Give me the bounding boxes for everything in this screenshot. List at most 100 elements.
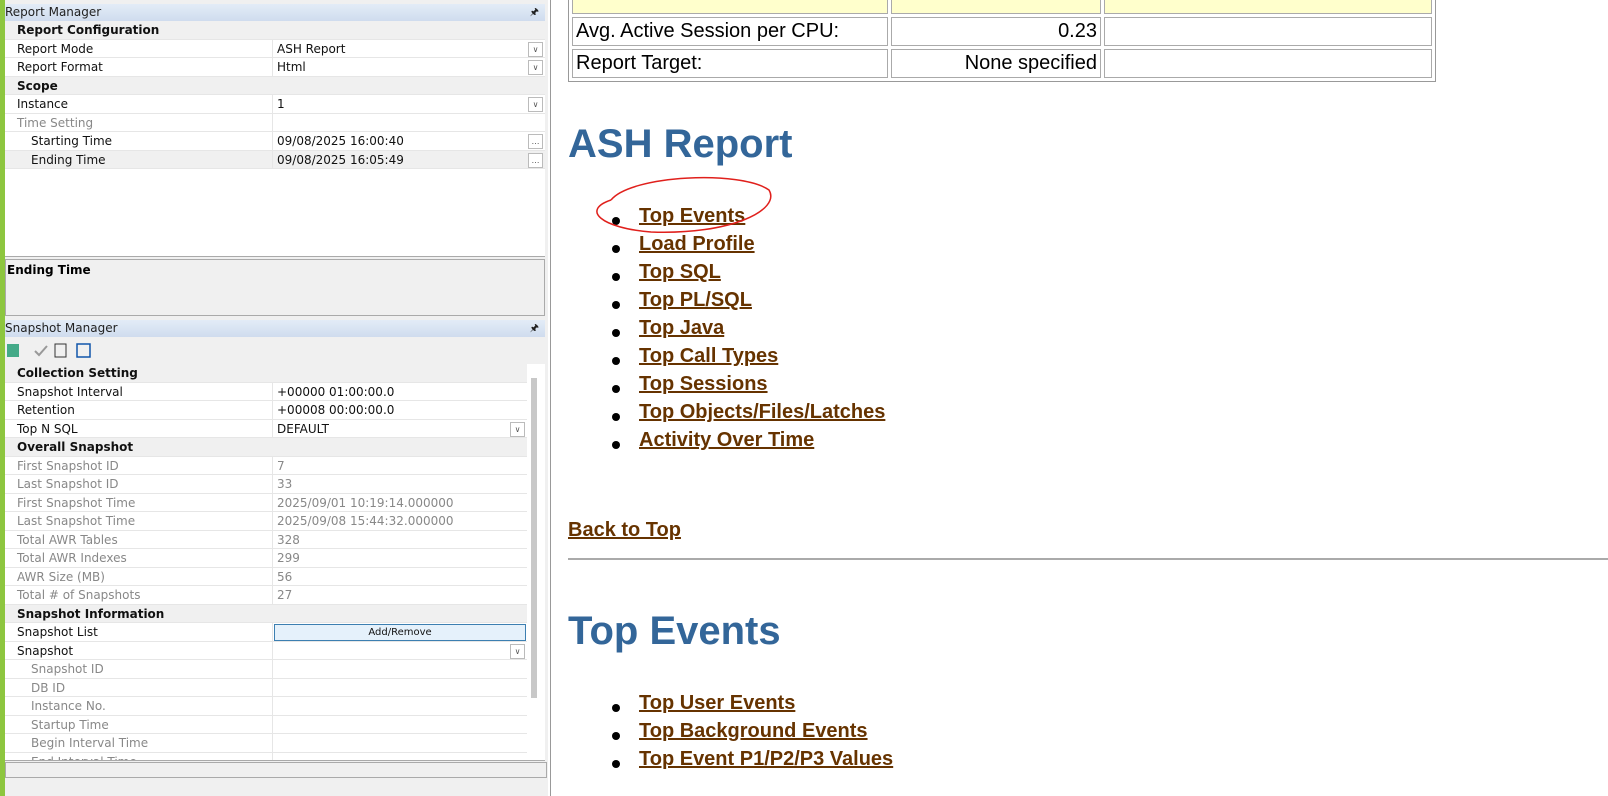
link[interactable]: Load Profile [639,233,755,255]
row-label: Snapshot Interval [17,384,123,399]
grid-row[interactable]: Top N SQL DEFAULT ∨ [5,419,527,438]
grid-row[interactable]: Begin Interval Time [5,734,527,753]
ellipsis-button[interactable]: … [528,134,543,149]
column-separator [272,734,273,752]
toolbar-icon[interactable] [54,343,67,358]
column-separator [272,113,273,132]
link[interactable]: Top Objects/Files/Latches [639,401,886,423]
grid-row[interactable]: Total AWR Indexes 299 [5,549,527,568]
bullet [612,704,620,712]
row-label: Last Snapshot ID [17,477,119,491]
pin-icon[interactable]: 🖈 [529,323,539,334]
column-separator [272,678,273,697]
link[interactable]: Top PL/SQL [639,289,752,311]
grid-row[interactable]: Time Setting [5,113,545,132]
back-link[interactable]: Back to Top [568,519,681,541]
link[interactable]: Top Java [639,317,725,339]
table-row: Report Target: None specified [572,49,1432,78]
column-separator [272,382,273,401]
grid-row[interactable]: First Snapshot ID 7 [5,456,527,475]
status-bar [5,762,547,778]
toolbar-icon[interactable] [76,343,91,358]
grid-row[interactable]: Startup Time [5,715,527,734]
grid-row[interactable]: Last Snapshot ID 33 [5,475,527,494]
row-label: End Interval Time [31,753,137,761]
grid-row[interactable]: Snapshot List Add/Remove [5,623,527,642]
panel-title: Report Manager [5,5,102,19]
row-label: Report Mode [17,41,94,56]
grid-row[interactable]: Snapshot ∨ [5,641,527,660]
row-label: Begin Interval Time [31,736,149,750]
report-view: Avg. Active Session per CPU: 0.23 Report T… [550,0,1608,796]
grid-row[interactable]: AWR Size (MB) 56 [5,567,527,586]
bullet [612,217,620,225]
grid-row[interactable]: End Interval Time [5,752,527,761]
cell-value: None specified [891,49,1101,78]
cell-label: Avg. Active Session per CPU: [572,17,888,46]
grid-row[interactable]: Total AWR Tables 328 [5,530,527,549]
row-value: 2025/09/08 15:44:32.000000 [277,514,454,528]
button[interactable]: Add/Remove [274,624,526,641]
link[interactable]: Top User Events [639,692,796,714]
left-panel: Report Manager 🖈 Report Configuration Repo… [0,0,548,796]
grid-row: Snapshot Information [5,604,527,623]
grid-row[interactable]: Instance No. [5,697,527,716]
column-separator [272,586,273,604]
dropdown-button[interactable]: ∨ [528,97,543,112]
row-value: 27 [277,588,293,602]
row-label: Ending Time [31,152,106,167]
panel-title: Snapshot Manager [5,321,118,335]
grid-row[interactable]: Starting Time 09/08/2025 16:00:40… [5,132,545,151]
link[interactable]: Top Background Events [639,720,868,742]
ellipsis-button[interactable]: … [528,152,543,168]
column-separator [272,39,273,58]
row-label: DB ID [31,680,66,695]
link[interactable]: Top Events [639,205,746,227]
dropdown-button[interactable]: ∨ [510,421,525,437]
column-separator [272,715,273,734]
row-label: Starting Time [31,134,113,148]
grid-row[interactable]: Total # of Snapshots 27 [5,586,527,605]
grid-row[interactable]: Report Mode ASH Report ∨ [5,39,545,58]
grid-row[interactable]: Retention +00008 00:00:00.0 [5,401,527,420]
grid-row[interactable]: Instance 1 ∨ [5,95,545,114]
column-separator [272,150,273,169]
bullet [612,441,620,449]
row-value: 299 [277,551,300,565]
scrollbar[interactable] [531,378,537,698]
row-label: Report Format [17,60,103,74]
column-separator [272,567,273,586]
grid-row[interactable]: DB ID [5,678,527,697]
link[interactable]: Top Call Types [639,345,779,367]
grid-row[interactable]: Snapshot Interval +00000 01:00:00.0 [5,382,527,401]
dropdown-button[interactable]: ∨ [528,41,543,57]
grid-row[interactable]: Last Snapshot Time 2025/09/08 15:44:32.00… [5,512,527,531]
toolbar-icon[interactable] [7,344,19,357]
column-separator [272,697,273,715]
row-label: Startup Time [31,717,109,732]
toolbar-icon[interactable] [34,345,48,357]
description-box: Ending Time [5,259,545,316]
column-separator [272,456,273,475]
grid-row[interactable]: Ending Time 09/08/2025 16:05:49… [5,150,545,169]
cell-value: 0.23 [891,17,1101,46]
table-row: Avg. Active Session per CPU: 0.23 [572,17,1432,46]
accent-stripe [0,0,5,796]
dropdown-button[interactable]: ∨ [510,643,525,659]
grid-row[interactable]: Snapshot ID [5,660,527,679]
link[interactable]: Top Event P1/P2/P3 Values [639,748,894,770]
row-value: ASH Report [277,41,346,56]
grid-row[interactable]: Report Format Html ∨ [5,58,545,77]
grid-row[interactable]: First Snapshot Time 2025/09/01 10:19:14.0… [5,493,527,512]
pin-icon[interactable]: 🖈 [529,7,539,18]
dropdown-button[interactable]: ∨ [528,60,543,75]
row-value: DEFAULT [277,421,329,436]
link[interactable]: Top Sessions [639,373,768,395]
link[interactable]: Activity Over Time [639,429,815,451]
row-value: 33 [277,477,293,491]
link[interactable]: Top SQL [639,261,721,283]
column-separator [272,419,273,438]
bullet [612,760,620,768]
toolbar [7,343,91,358]
row-label: AWR Size (MB) [17,569,105,584]
